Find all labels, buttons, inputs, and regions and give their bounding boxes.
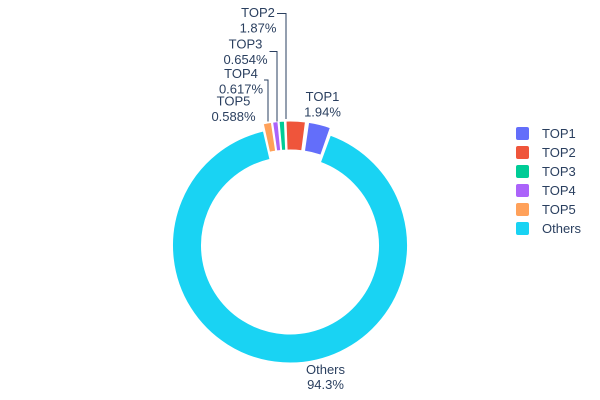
leader-line-top2 (277, 13, 287, 119)
legend-item-others[interactable]: Others (516, 219, 581, 238)
legend-item-label: TOP1 (542, 126, 576, 141)
label-leader-lines (264, 13, 287, 122)
legend-swatch-icon (516, 203, 529, 216)
legend-item-label: TOP4 (542, 183, 576, 198)
legend: TOP1 TOP2 TOP3 TOP4 TOP5 Others (516, 124, 581, 238)
legend-swatch-icon (516, 184, 529, 197)
legend-item-label: TOP2 (542, 145, 576, 160)
legend-swatch-icon (516, 222, 529, 235)
slice-label-top3: TOP3 0.654% (223, 37, 268, 68)
slice-label-others: Others 94.3% (306, 362, 346, 392)
donut-slices (172, 120, 408, 364)
pie-slice-top3[interactable] (278, 120, 287, 151)
legend-swatch-icon (516, 146, 529, 159)
legend-swatch-icon (516, 127, 529, 140)
legend-item-top2[interactable]: TOP2 (516, 143, 581, 162)
legend-swatch-icon (516, 165, 529, 178)
pie-slice-top1[interactable] (303, 121, 331, 156)
leader-line-top4 (264, 79, 269, 122)
slice-label-top2: TOP2 1.87% (240, 5, 277, 36)
slice-callout-labels: TOP2 1.87%TOP3 0.654%TOP4 0.617%TOP5 0.588% T… (211, 5, 345, 392)
slice-label-top5: TOP5 0.588% (211, 94, 256, 125)
leader-line-top3 (269, 51, 278, 122)
legend-item-top4[interactable]: TOP4 (516, 181, 581, 200)
pie-slice-top4[interactable] (272, 121, 282, 152)
legend-item-label: TOP3 (542, 164, 576, 179)
pie-slice-top5[interactable] (262, 121, 277, 153)
legend-item-label: Others (542, 221, 582, 236)
legend-item-top5[interactable]: TOP5 (516, 200, 581, 219)
pie-slice-top2[interactable] (285, 120, 307, 152)
legend-item-top3[interactable]: TOP3 (516, 162, 581, 181)
pie-slice-others[interactable] (172, 130, 408, 364)
slice-label-top1: TOP1 1.94% (304, 89, 341, 120)
legend-item-label: TOP5 (542, 202, 576, 217)
legend-item-top1[interactable]: TOP1 (516, 124, 581, 143)
slice-label-top4: TOP4 0.617% (219, 66, 264, 97)
